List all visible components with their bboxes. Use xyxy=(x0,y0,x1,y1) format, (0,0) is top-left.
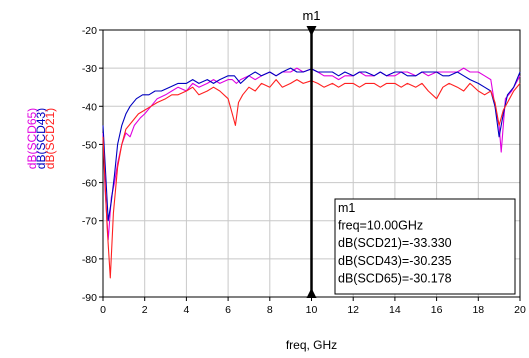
series-line-db-scd43 xyxy=(102,67,521,222)
x-tick-label: 16 xyxy=(431,304,443,316)
marker-info-line: dB(SCD21)=-33.330 xyxy=(338,236,452,250)
y-axis-ticks: -20 -30 -40 -50 -60 -70 -80 -90 xyxy=(82,25,103,304)
x-axis-ticks: 0 2 4 6 8 10 12 14 16 18 20 xyxy=(100,297,526,316)
x-tick-label: 12 xyxy=(347,304,359,316)
x-tick-label: 4 xyxy=(183,304,189,316)
x-tick-label: 10 xyxy=(306,304,318,316)
marker-layer[interactable]: m1 m1 freq=10.00GHz dB(SCD21)=-33.330 dB(SCD… xyxy=(302,8,516,298)
marker-info-line: dB(SCD65)=-30.178 xyxy=(338,271,452,285)
y-axis-series-label: dB(SCD43) xyxy=(34,108,48,169)
marker-info-line: m1 xyxy=(338,201,355,215)
series-line-db-scd21 xyxy=(102,79,521,279)
x-tick-label: 2 xyxy=(142,304,148,316)
y-axis-labels: dB(SCD65)dB(SCD43)dB(SCD21) xyxy=(25,108,57,169)
y-tick-label: -90 xyxy=(82,292,97,304)
marker-info-line: freq=10.00GHz xyxy=(338,219,423,233)
x-tick-label: 18 xyxy=(472,304,484,316)
x-tick-label: 6 xyxy=(225,304,231,316)
x-tick-label: 0 xyxy=(100,304,106,316)
marker-info-line: dB(SCD43)=-30.235 xyxy=(338,254,452,268)
marker-bottom-triangle-icon xyxy=(306,288,317,298)
y-tick-label: -80 xyxy=(82,254,97,266)
y-axis-series-label: dB(SCD21) xyxy=(43,108,57,169)
y-axis-series-label: dB(SCD65) xyxy=(25,108,39,169)
y-tick-label: -40 xyxy=(82,101,97,113)
x-axis-label: freq, GHz xyxy=(286,338,337,352)
series-layer xyxy=(102,67,521,279)
marker-title: m1 xyxy=(302,8,320,23)
series-line-db-scd65 xyxy=(102,67,521,241)
y-tick-label: -50 xyxy=(82,139,97,151)
x-tick-label: 8 xyxy=(267,304,273,316)
y-tick-label: -20 xyxy=(82,25,97,37)
marker-info-box xyxy=(334,198,516,295)
x-tick-label: 20 xyxy=(514,304,526,316)
y-tick-label: -30 xyxy=(82,63,97,75)
marker-top-triangle-icon xyxy=(306,26,317,36)
y-tick-label: -60 xyxy=(82,178,97,190)
y-tick-label: -70 xyxy=(82,216,97,228)
x-tick-label: 14 xyxy=(389,304,401,316)
